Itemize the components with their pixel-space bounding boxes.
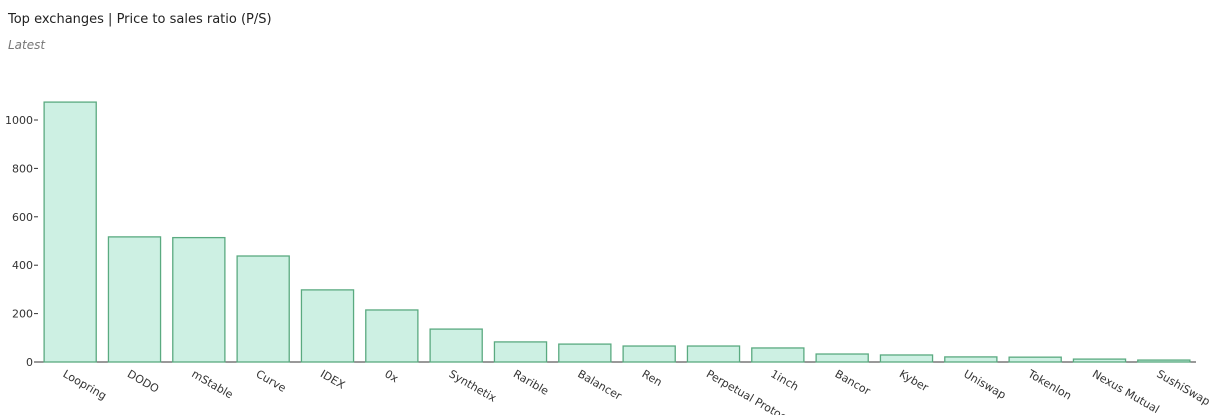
x-tick-label: Synthetix: [447, 367, 499, 405]
bar: [622, 345, 676, 363]
chart-title: Top exchanges | Price to sales ratio (P/…: [7, 12, 272, 27]
chart-subtitle: Latest: [8, 38, 46, 52]
x-tick-label: Balancer: [575, 367, 624, 403]
bar: [365, 309, 419, 363]
bar: [172, 236, 226, 363]
y-tick-label: 1000: [5, 114, 33, 127]
x-tick-label: Rarible: [511, 367, 551, 398]
bar: [686, 345, 741, 363]
x-tick-label: DODO: [125, 367, 161, 396]
x-tick-label: Tokenlon: [1025, 367, 1074, 403]
y-tick-label: 200: [12, 308, 33, 321]
bar: [815, 353, 869, 363]
x-tick-label: 0x: [382, 367, 401, 385]
y-tick-label: 400: [12, 259, 33, 272]
bar: [1008, 356, 1062, 363]
x-tick-label: Loopring: [61, 367, 109, 402]
x-tick-label: mStable: [189, 367, 235, 401]
bar: [1072, 358, 1127, 363]
x-tick-label: Ren: [640, 367, 665, 389]
x-tick-label: Kyber: [897, 367, 931, 394]
x-tick-label: 1inch: [768, 367, 801, 393]
y-tick-label: 800: [12, 162, 33, 175]
bar: [558, 343, 612, 363]
y-tick-label: 600: [12, 211, 33, 224]
bar: [300, 289, 355, 363]
bar: [236, 255, 290, 363]
bar: [43, 101, 97, 363]
bar: [944, 356, 998, 363]
x-tick-label: Nexus Mutual: [1090, 367, 1162, 415]
y-tick-label: 0: [26, 356, 33, 369]
bar: [429, 328, 483, 363]
x-tick-label: Uniswap: [961, 367, 1008, 402]
bar: [107, 236, 162, 363]
x-tick-label: Bancor: [833, 367, 873, 398]
x-tick-label: SushiSwap: [1154, 367, 1212, 408]
bar: [879, 354, 934, 363]
x-tick-label: Curve: [254, 367, 289, 395]
bar: [751, 347, 805, 363]
x-tick-label: IDEX: [318, 367, 348, 392]
bar: [1137, 359, 1191, 363]
bar: [493, 341, 548, 363]
